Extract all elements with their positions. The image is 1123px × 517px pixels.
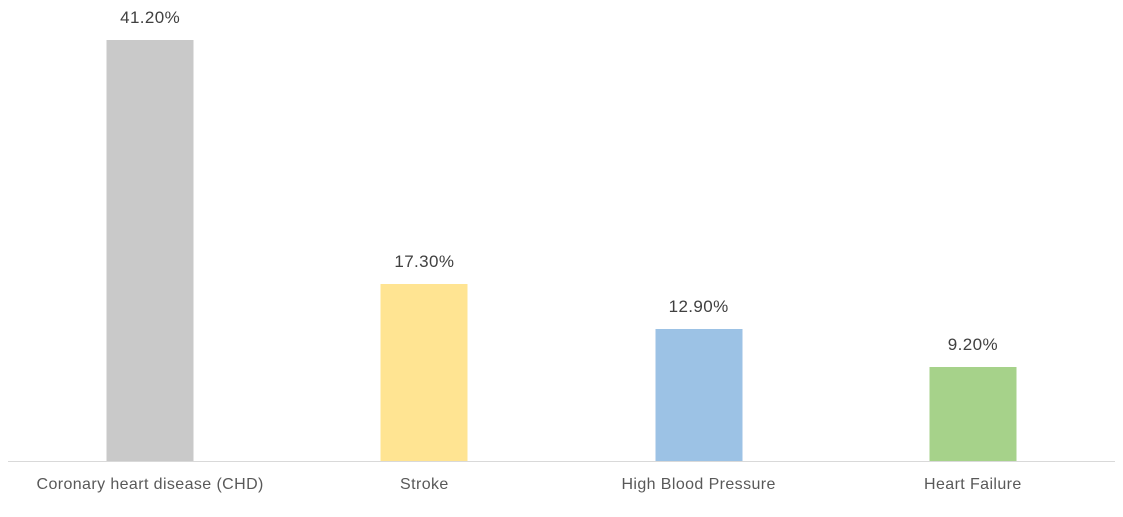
bar-stroke <box>380 284 468 461</box>
data-label-coronary-heart-disease: 41.20% <box>120 8 181 27</box>
bar-group-coronary-heart-disease: 41.20% <box>13 0 287 461</box>
bar-group-heart-failure: 9.20% <box>836 0 1110 461</box>
category-axis: Coronary heart disease (CHD) Stroke High… <box>13 476 1110 494</box>
x-axis-line <box>8 461 1115 462</box>
bar-heart-failure <box>929 367 1017 461</box>
bar-coronary-heart-disease <box>106 40 194 461</box>
data-label-heart-failure: 9.20% <box>947 335 998 354</box>
plot-area: 41.20% 17.30% 12.90% 9.20% <box>13 0 1110 461</box>
category-label-stroke: Stroke <box>400 476 449 493</box>
data-label-stroke: 17.30% <box>394 252 455 272</box>
bar-group-high-blood-pressure: 12.90% <box>562 0 836 461</box>
category-label-coronary-heart-disease: Coronary heart disease (CHD) <box>36 476 264 493</box>
category-label-high-blood-pressure: High Blood Pressure <box>621 476 776 493</box>
bar-high-blood-pressure <box>655 329 743 461</box>
bar-group-stroke: 17.30% <box>287 0 561 461</box>
data-label-high-blood-pressure: 12.90% <box>668 297 729 317</box>
category-label-heart-failure: Heart Failure <box>924 476 1022 493</box>
